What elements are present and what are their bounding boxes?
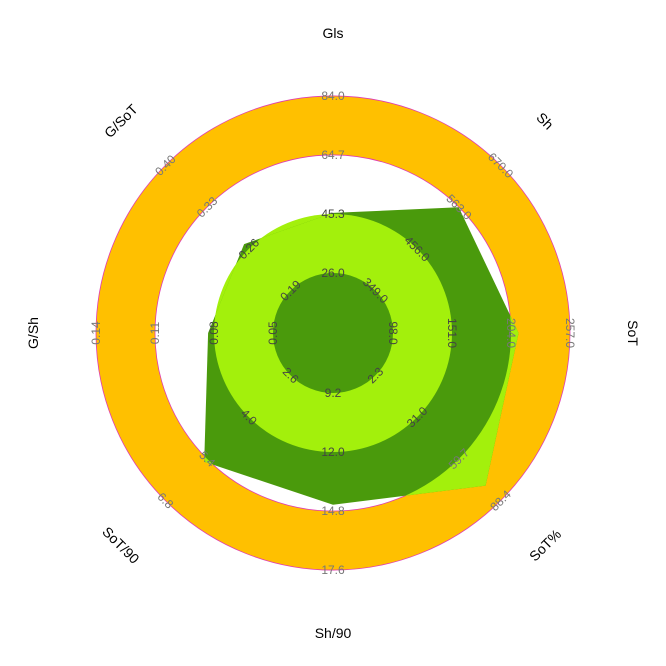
tick-label-2-1: 204.0 (504, 318, 518, 348)
category-label-6: G/Sh (25, 317, 41, 349)
tick-label-0-1: 64.7 (321, 148, 345, 162)
category-label-7: G/SoT (101, 101, 141, 141)
tick-label-6-0: 0.14 (89, 321, 103, 345)
tick-label-0-3: 26.0 (321, 266, 345, 280)
tick-label-6-1: 0.11 (148, 321, 162, 344)
tick-label-6-3: 0.05 (266, 321, 280, 345)
category-label-4: Sh/90 (315, 625, 352, 641)
tick-label-0-2: 45.3 (321, 207, 345, 221)
tick-label-2-0: 257.0 (563, 318, 577, 348)
tick-label-2-3: 98.0 (386, 321, 400, 345)
tick-labels: 84.064.745.326.0670.0563.0456.0349.0257.… (89, 89, 577, 577)
series-layer (204, 207, 519, 505)
category-label-3: SoT% (526, 526, 564, 564)
tick-label-4-3: 9.2 (325, 386, 342, 400)
tick-label-2-2: 151.0 (445, 318, 459, 348)
category-label-1: Sh (533, 109, 556, 132)
tick-label-4-0: 17.6 (321, 563, 345, 577)
center-disc (273, 273, 393, 393)
category-label-2: SoT (625, 320, 641, 346)
tick-label-4-1: 14.8 (321, 504, 345, 518)
category-label-0: Gls (323, 25, 344, 41)
tick-label-6-2: 0.08 (207, 321, 221, 345)
tick-label-4-2: 12.0 (321, 445, 345, 459)
tick-label-0-0: 84.0 (321, 89, 345, 103)
category-label-5: SoT/90 (99, 523, 142, 566)
